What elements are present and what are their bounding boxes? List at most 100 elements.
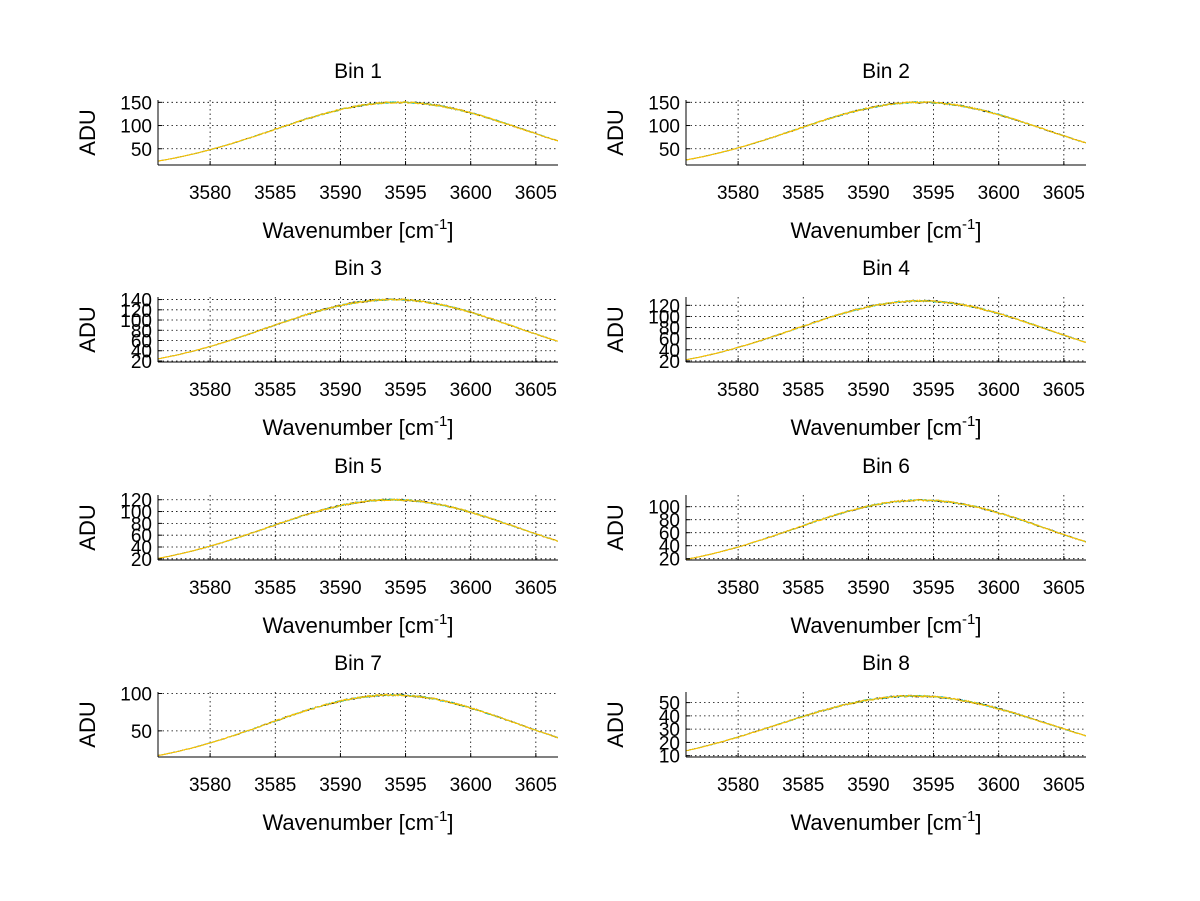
- plot-area: [686, 692, 1086, 757]
- x-tick-label: 3595: [384, 380, 426, 401]
- x-tick-label: 3605: [1043, 183, 1085, 204]
- y-axis-label: ADU: [75, 109, 100, 155]
- x-axis-label: Wavenumber [cm-1]: [262, 808, 453, 835]
- y-axis-label: ADU: [75, 701, 100, 747]
- series-yellow-line: [686, 694, 1086, 752]
- y-tick-label: 100: [120, 311, 152, 332]
- subplot-title: Bin 3: [334, 257, 382, 280]
- y-tick-label: 120: [120, 301, 152, 322]
- x-axis-label: Wavenumber [cm-1]: [790, 611, 981, 638]
- x-tick-label: 3600: [450, 380, 492, 401]
- y-tick-label: 100: [648, 307, 680, 328]
- x-tick-label: 3580: [717, 578, 759, 599]
- y-axis-label: ADU: [603, 109, 628, 155]
- subplot-title: Bin 5: [334, 455, 382, 478]
- x-tick-label: 3600: [978, 380, 1020, 401]
- subplot-bin-3: 3580 3585 3590 3595 3600 3605 2040608010012014…: [75, 257, 558, 440]
- x-tick-label: 3580: [717, 380, 759, 401]
- x-tick-label: 3585: [782, 775, 824, 796]
- x-tick-label: 3595: [912, 578, 954, 599]
- y-tick-label: 120: [120, 491, 152, 512]
- x-tick-label: 3580: [189, 775, 231, 796]
- subplot-title: Bin 1: [334, 60, 382, 83]
- x-tick-label: 3590: [847, 578, 889, 599]
- subplot-title: Bin 4: [862, 257, 910, 280]
- y-tick-label: 40: [131, 538, 152, 559]
- plot-area: [686, 297, 1086, 362]
- x-tick-label: 3590: [847, 380, 889, 401]
- x-tick-label: 3590: [319, 183, 361, 204]
- x-tick-label: 3585: [254, 578, 296, 599]
- plot-area: [158, 495, 558, 560]
- y-tick-label: 40: [659, 707, 680, 728]
- x-tick-label: 3595: [384, 578, 426, 599]
- x-tick-label: 3600: [978, 183, 1020, 204]
- y-tick-label: 100: [648, 498, 680, 519]
- plot-area: [686, 495, 1086, 560]
- series-yellow-line: [158, 693, 558, 757]
- x-tick-label: 3600: [450, 183, 492, 204]
- y-tick-label: 150: [648, 93, 680, 114]
- x-tick-label: 3605: [515, 775, 557, 796]
- x-tick-label: 3595: [912, 183, 954, 204]
- x-tick-label: 3600: [450, 578, 492, 599]
- x-tick-label: 3585: [782, 380, 824, 401]
- x-tick-label: 3580: [717, 775, 759, 796]
- plot-area: [158, 692, 558, 757]
- y-tick-label: 120: [648, 296, 680, 317]
- subplot-title: Bin 2: [862, 60, 910, 83]
- y-tick-label: 100: [120, 684, 152, 705]
- y-axis-label: ADU: [75, 504, 100, 550]
- y-tick-label: 50: [659, 694, 680, 715]
- y-tick-label: 20: [131, 550, 152, 571]
- plot-area: [158, 100, 558, 165]
- x-axis-label: Wavenumber [cm-1]: [262, 611, 453, 638]
- y-tick-label: 40: [659, 341, 680, 362]
- y-tick-label: 20: [659, 352, 680, 373]
- y-tick-label: 100: [648, 117, 680, 138]
- x-tick-label: 3580: [189, 380, 231, 401]
- x-axis-label: Wavenumber [cm-1]: [790, 808, 981, 835]
- y-axis-label: ADU: [603, 504, 628, 550]
- subplot-title: Bin 7: [334, 652, 382, 675]
- x-axis-label: Wavenumber [cm-1]: [790, 216, 981, 243]
- plot-area: [158, 297, 558, 362]
- x-axis-label: Wavenumber [cm-1]: [790, 413, 981, 440]
- x-tick-label: 3585: [254, 380, 296, 401]
- series-yellow-line: [686, 299, 1086, 361]
- x-tick-label: 3605: [515, 380, 557, 401]
- x-tick-label: 3585: [254, 183, 296, 204]
- series-yellow-line: [158, 101, 558, 162]
- y-tick-label: 150: [120, 93, 152, 114]
- y-tick-label: 80: [659, 319, 680, 340]
- y-tick-label: 60: [131, 526, 152, 547]
- x-tick-label: 3605: [1043, 380, 1085, 401]
- x-tick-label: 3590: [847, 775, 889, 796]
- y-tick-label: 20: [131, 352, 152, 373]
- subplot-bin-7: 3580 3585 3590 3595 3600 3605 50 100 Bin 7 ADU Wav…: [75, 652, 558, 835]
- x-tick-label: 3600: [450, 775, 492, 796]
- x-tick-label: 3580: [717, 183, 759, 204]
- x-tick-label: 3585: [254, 775, 296, 796]
- y-tick-label: 60: [659, 330, 680, 351]
- x-tick-label: 3595: [384, 775, 426, 796]
- y-tick-label: 60: [131, 332, 152, 353]
- x-tick-label: 3595: [912, 380, 954, 401]
- x-tick-label: 3590: [319, 578, 361, 599]
- y-tick-label: 50: [131, 722, 152, 743]
- y-tick-label: 20: [659, 550, 680, 571]
- y-tick-label: 40: [659, 537, 680, 558]
- y-tick-label: 100: [120, 117, 152, 138]
- y-tick-label: 10: [659, 747, 680, 768]
- subplot-title: Bin 6: [862, 455, 910, 478]
- x-tick-label: 3590: [319, 775, 361, 796]
- x-axis-label: Wavenumber [cm-1]: [262, 216, 453, 243]
- subplot-title: Bin 8: [862, 652, 910, 675]
- x-axis-label: Wavenumber [cm-1]: [262, 413, 453, 440]
